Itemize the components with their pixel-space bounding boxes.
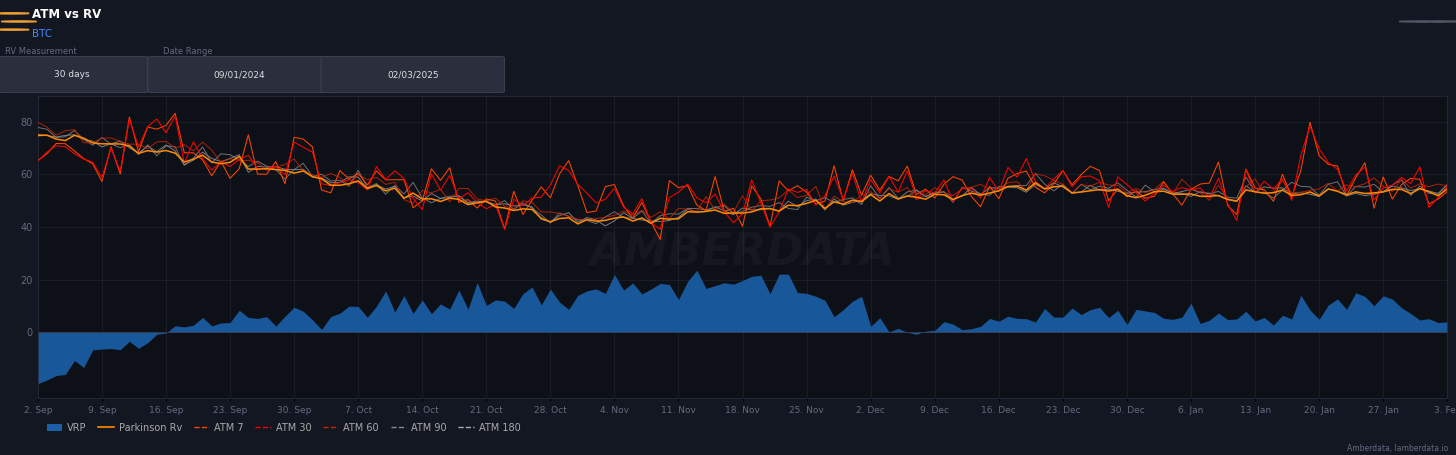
Text: AMBERDATA: AMBERDATA bbox=[590, 232, 895, 274]
Legend: VRP, Parkinson Rv, ATM 7, ATM 30, ATM 60, ATM 90, ATM 180: VRP, Parkinson Rv, ATM 7, ATM 30, ATM 60… bbox=[42, 419, 524, 437]
FancyBboxPatch shape bbox=[149, 56, 331, 93]
Text: 30 days: 30 days bbox=[54, 70, 89, 79]
Circle shape bbox=[0, 29, 29, 30]
FancyBboxPatch shape bbox=[0, 56, 149, 93]
Text: ATM vs RV: ATM vs RV bbox=[32, 8, 102, 21]
Text: Amberdata, lamberdata.io: Amberdata, lamberdata.io bbox=[1347, 444, 1449, 453]
Circle shape bbox=[0, 13, 29, 14]
Text: BTC: BTC bbox=[32, 30, 52, 40]
FancyBboxPatch shape bbox=[322, 56, 504, 93]
Text: 09/01/2024: 09/01/2024 bbox=[214, 70, 265, 79]
Text: 02/03/2025: 02/03/2025 bbox=[387, 70, 438, 79]
Text: Date Range: Date Range bbox=[163, 46, 213, 56]
Circle shape bbox=[1417, 21, 1446, 22]
Circle shape bbox=[1399, 21, 1428, 22]
Text: RV Measurement: RV Measurement bbox=[6, 46, 77, 56]
Circle shape bbox=[1433, 21, 1456, 22]
Circle shape bbox=[1, 21, 36, 22]
